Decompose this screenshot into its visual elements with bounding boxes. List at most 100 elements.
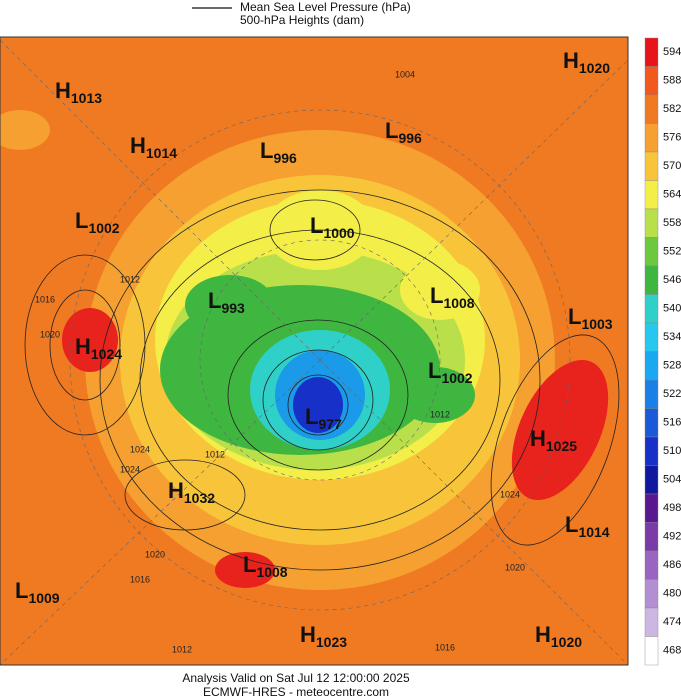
center-value: 1014 [578,524,609,540]
isobar-label: 1024 [120,464,140,474]
center-value: 1020 [551,634,582,650]
colorbar-swatch [644,493,659,523]
pressure-center: L996 [385,118,422,146]
colorbar-label: 486 [663,559,681,571]
center-value: 1023 [316,634,347,650]
colorbar-label: 492 [663,531,681,543]
colorbar-label: 576 [663,132,681,144]
center-letter: H [563,48,579,73]
pressure-center: H1024 [75,334,122,362]
center-letter: H [75,334,91,359]
colorbar-label: 588 [663,75,681,87]
center-letter: H [300,622,316,647]
center-value: 1003 [581,316,612,332]
center-letter: L [75,208,88,233]
center-letter: H [530,426,546,451]
center-letter: H [535,622,551,647]
isobar-label: 1016 [435,642,455,652]
colorbar-label: 528 [663,360,681,372]
legend-heights: 500-hPa Heights (dam) [240,13,364,27]
footer-valid: Analysis Valid on Sat Jul 12 12:00:00 20… [182,671,410,685]
center-letter: L [428,358,441,383]
center-letter: L [15,578,28,603]
map-area [0,37,628,665]
center-letter: L [260,138,273,163]
colorbar-label: 480 [663,588,681,600]
center-value: 1024 [91,346,122,362]
colorbar-swatch [644,94,659,124]
colorbar-swatch [644,294,659,324]
colorbar-label: 498 [663,502,681,514]
pressure-center: H1023 [300,622,347,650]
center-letter: L [430,283,443,308]
colorbar-swatch [644,123,659,153]
center-letter: L [310,213,323,238]
colorbar-label: 564 [663,189,681,201]
center-letter: H [130,133,146,158]
center-letter: L [385,118,398,143]
colorbar-swatch [644,322,659,352]
colorbar-label: 540 [663,303,681,315]
center-letter: L [568,304,581,329]
colorbar-label: 582 [663,103,681,115]
isobar-label: 1012 [120,274,140,284]
pressure-center: H1025 [530,426,577,454]
pressure-center: L993 [208,288,245,316]
colorbar-label: 522 [663,388,681,400]
colorbar-label: 558 [663,217,681,229]
pressure-center: H1020 [563,48,610,76]
map-frame [0,36,629,666]
pressure-center: H1032 [168,478,215,506]
isobar-label: 1012 [430,409,450,419]
colorbar-swatch [644,66,659,96]
colorbar-swatch [644,151,659,181]
colorbar-swatch [644,436,659,466]
center-value: 1000 [323,225,354,241]
colorbar-swatch [644,237,659,267]
colorbar-swatch [644,550,659,580]
pressure-center: L996 [260,138,297,166]
colorbar-label: 594 [663,46,681,58]
colorbar-swatch [644,408,659,438]
colorbar-label: 546 [663,274,681,286]
center-value: 1002 [88,220,119,236]
isobar-label: 1016 [35,294,55,304]
colorbar-swatch [644,636,659,666]
colorbar-label: 570 [663,160,681,172]
pressure-center: L1003 [568,304,613,332]
pressure-center: L1009 [15,578,60,606]
center-letter: L [305,404,318,429]
colorbar-label: 510 [663,445,681,457]
colorbar-label: 474 [663,616,681,628]
colorbar-label: 468 [663,645,681,657]
isobar-label: 1020 [145,549,165,559]
center-value: 996 [273,150,297,166]
colorbar-label: 534 [663,331,681,343]
center-value: 1014 [146,145,177,161]
colorbar-swatch [644,522,659,552]
center-value: 1008 [256,564,287,580]
colorbar-label: 516 [663,417,681,429]
center-value: 1008 [443,295,474,311]
isobar-label: 1024 [500,489,520,499]
isobar-label: 1004 [395,69,415,79]
center-value: 977 [318,416,342,432]
colorbar-swatch [644,607,659,637]
pressure-center: L1000 [310,213,355,241]
center-letter: H [168,478,184,503]
center-letter: L [208,288,221,313]
footer-source: ECMWF-HRES - meteocentre.com [203,685,389,699]
pressure-center: H1020 [535,622,582,650]
pressure-center: L1002 [428,358,473,386]
pressure-center: H1013 [55,78,102,106]
center-letter: H [55,78,71,103]
colorbar-swatch [644,379,659,409]
isobar-label: 1016 [130,574,150,584]
colorbar-swatch [644,579,659,609]
isobar-label: 1012 [205,449,225,459]
pressure-center: L977 [305,404,342,432]
center-value: 1025 [546,438,577,454]
center-letter: L [565,512,578,537]
center-letter: L [243,552,256,577]
